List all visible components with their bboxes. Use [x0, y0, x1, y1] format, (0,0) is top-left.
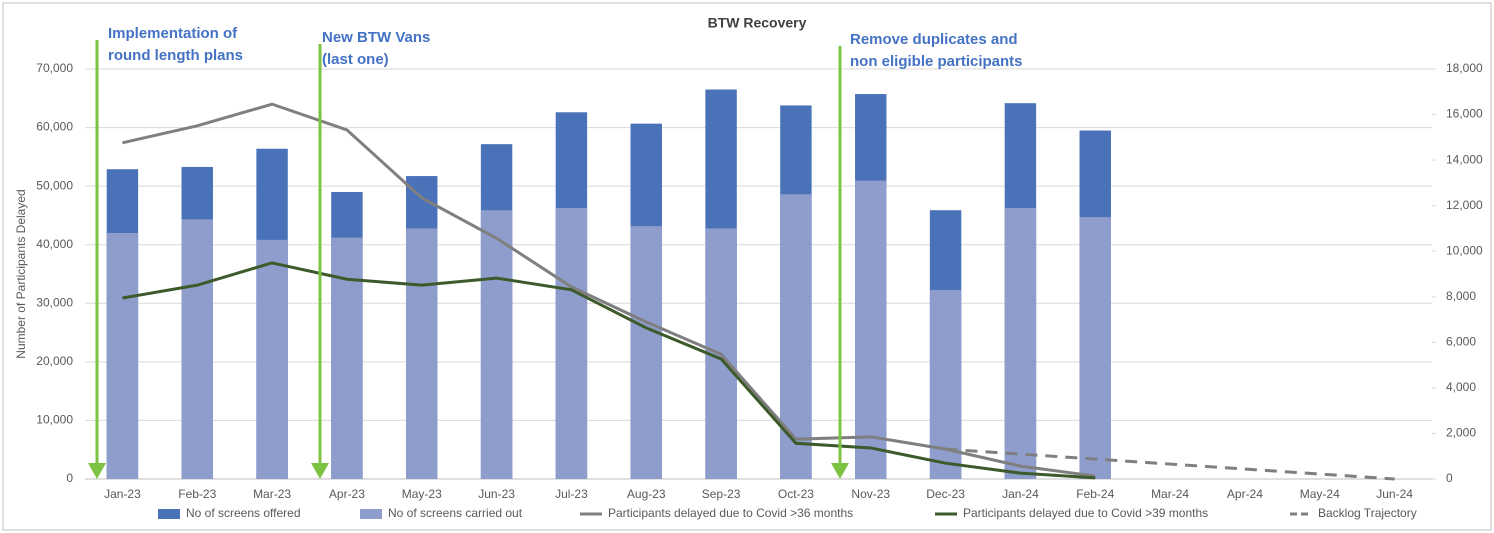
x-tick-label: Mar-23 — [253, 487, 291, 501]
x-tick-label: Feb-23 — [178, 487, 216, 501]
x-tick-label: Apr-23 — [329, 487, 365, 501]
x-tick-label: Jun-24 — [1376, 487, 1413, 501]
bar — [106, 233, 139, 479]
line — [945, 447, 1395, 481]
bar — [480, 210, 513, 479]
line — [122, 261, 1096, 480]
bar — [780, 194, 812, 479]
line — [122, 102, 1096, 478]
x-tick-label: Oct-23 — [778, 487, 814, 501]
x-tick-label: Apr-24 — [1227, 487, 1263, 501]
bar — [630, 226, 662, 479]
annotation: Remove duplicates and — [850, 31, 1018, 48]
y-tick-label: 30,000 — [36, 295, 73, 309]
annotation: New BTW Vans — [322, 29, 430, 46]
y2-tick-label: 8,000 — [1446, 289, 1476, 303]
legend-swatch — [360, 509, 382, 519]
y-tick-label: 0 — [66, 471, 73, 485]
legend-label: No of screens offered — [186, 506, 301, 520]
y2-tick-label: 4,000 — [1446, 380, 1476, 394]
annotation-arrowhead — [831, 463, 849, 479]
y-tick-label: 60,000 — [36, 120, 73, 134]
x-tick-label: Jan-23 — [104, 487, 141, 501]
x-tick-label: Sep-23 — [702, 487, 741, 501]
y-tick-label: 50,000 — [36, 178, 73, 192]
x-tick-label: May-23 — [402, 487, 442, 501]
bar — [1004, 207, 1037, 479]
y2-tick-label: 18,000 — [1446, 61, 1483, 75]
y-tick-label: 70,000 — [36, 61, 73, 75]
x-tick-label: May-24 — [1300, 487, 1340, 501]
bar — [555, 207, 588, 479]
bar — [406, 228, 438, 479]
annotation: round length plans — [108, 47, 243, 64]
chart-title: BTW Recovery — [708, 15, 807, 31]
y2-tick-label: 12,000 — [1446, 198, 1483, 212]
y2-tick-label: 16,000 — [1446, 107, 1483, 121]
x-tick-label: Dec-23 — [926, 487, 965, 501]
bar — [855, 180, 887, 479]
y2-tick-label: 6,000 — [1446, 335, 1476, 349]
annotation-arrowhead — [88, 463, 106, 479]
legend-label: Backlog Trajectory — [1318, 506, 1417, 520]
x-tick-label: Mar-24 — [1151, 487, 1189, 501]
y2-tick-label: 0 — [1446, 471, 1453, 485]
legend-label: No of screens carried out — [388, 506, 523, 520]
x-tick-label: Jan-24 — [1002, 487, 1039, 501]
annotation: non eligible participants — [850, 53, 1023, 70]
x-tick-label: Feb-24 — [1076, 487, 1114, 501]
y-tick-label: 20,000 — [36, 354, 73, 368]
legend-swatch — [158, 509, 180, 519]
bar — [256, 239, 288, 479]
legend-label: Participants delayed due to Covid >36 mo… — [608, 506, 853, 520]
x-tick-label: Jun-23 — [478, 487, 515, 501]
x-tick-label: Aug-23 — [627, 487, 666, 501]
annotation: Implementation of — [108, 25, 238, 42]
y2-tick-label: 14,000 — [1446, 152, 1483, 166]
x-tick-label: Nov-23 — [851, 487, 890, 501]
y-tick-label: 40,000 — [36, 237, 73, 251]
bar — [331, 237, 363, 479]
annotation-arrowhead — [311, 463, 329, 479]
legend-label: Participants delayed due to Covid >39 mo… — [963, 506, 1208, 520]
bar — [181, 219, 213, 480]
y2-tick-label: 10,000 — [1446, 243, 1483, 257]
bar — [1079, 217, 1111, 480]
y-tick-label: 10,000 — [36, 413, 73, 427]
x-tick-label: Jul-23 — [555, 487, 588, 501]
y-axis-label: Number of Participants Delayed — [14, 189, 28, 358]
annotation: (last one) — [322, 51, 389, 68]
y2-tick-label: 2,000 — [1446, 426, 1476, 440]
